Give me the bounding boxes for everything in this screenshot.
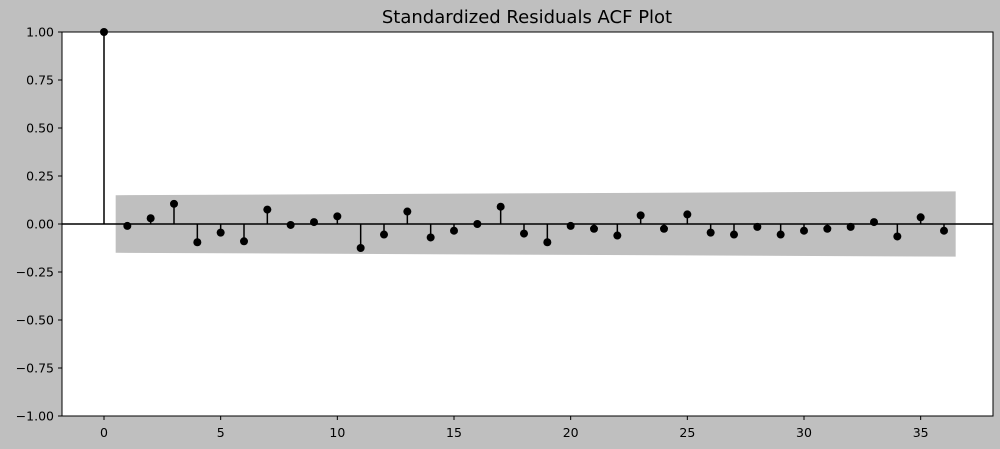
acf-point <box>380 230 388 239</box>
acf-point <box>543 238 552 247</box>
y-tick-label: 0.50 <box>26 121 54 136</box>
acf-point <box>940 226 948 235</box>
acf-point <box>356 244 365 252</box>
acf-point <box>730 230 738 239</box>
acf-point <box>216 228 225 237</box>
x-tick-label: 10 <box>329 425 345 440</box>
x-axis-ticks: 0 5 10 15 20 25 30 35 <box>100 416 929 440</box>
y-tick-label: 0.00 <box>26 217 54 232</box>
x-tick-label: 0 <box>100 425 108 440</box>
acf-point <box>286 220 295 229</box>
y-tick-label: 1.00 <box>26 25 54 40</box>
acf-point <box>613 231 622 240</box>
x-tick-label: 20 <box>563 425 579 440</box>
acf-point <box>520 229 528 238</box>
acf-point <box>636 211 645 220</box>
acf-point <box>146 214 155 223</box>
acf-point <box>193 238 202 247</box>
acf-point <box>706 228 715 237</box>
acf-point <box>846 222 855 231</box>
marker-layer <box>100 28 948 252</box>
x-tick-label: 5 <box>217 425 225 440</box>
acf-point <box>753 222 762 231</box>
acf-point <box>660 224 668 233</box>
y-tick-label: −0.50 <box>16 313 54 328</box>
acf-point <box>170 199 178 208</box>
acf-point <box>496 202 505 211</box>
acf-point <box>590 224 598 233</box>
y-tick-label: −0.25 <box>16 265 54 280</box>
chart-title: Standardized Residuals ACF Plot <box>382 7 672 28</box>
acf-point <box>123 221 132 230</box>
acf-point <box>403 207 412 216</box>
x-tick-label: 35 <box>913 425 929 440</box>
acf-point <box>450 226 458 235</box>
acf-point <box>800 226 808 235</box>
acf-point <box>916 213 925 222</box>
acf-point <box>893 232 902 241</box>
acf-point <box>473 220 482 228</box>
y-tick-label: −0.75 <box>16 361 54 376</box>
x-tick-label: 15 <box>446 425 462 440</box>
y-tick-label: 0.75 <box>26 73 54 88</box>
acf-point <box>683 210 692 219</box>
y-tick-label: −1.00 <box>16 409 54 424</box>
acf-point <box>240 237 248 246</box>
acf-point <box>310 218 318 227</box>
acf-point <box>263 205 272 214</box>
acf-point <box>823 224 832 233</box>
acf-point <box>566 221 575 230</box>
acf-point <box>870 218 878 227</box>
acf-point <box>776 230 785 239</box>
x-tick-label: 25 <box>679 425 695 440</box>
y-axis-ticks: −1.00 −0.75 −0.50 −0.25 0.00 0.25 0.50 0.75 1.00 <box>16 25 62 424</box>
y-tick-label: 0.25 <box>26 169 54 184</box>
acf-point <box>426 233 435 242</box>
acf-point <box>333 212 342 221</box>
x-tick-label: 30 <box>796 425 812 440</box>
